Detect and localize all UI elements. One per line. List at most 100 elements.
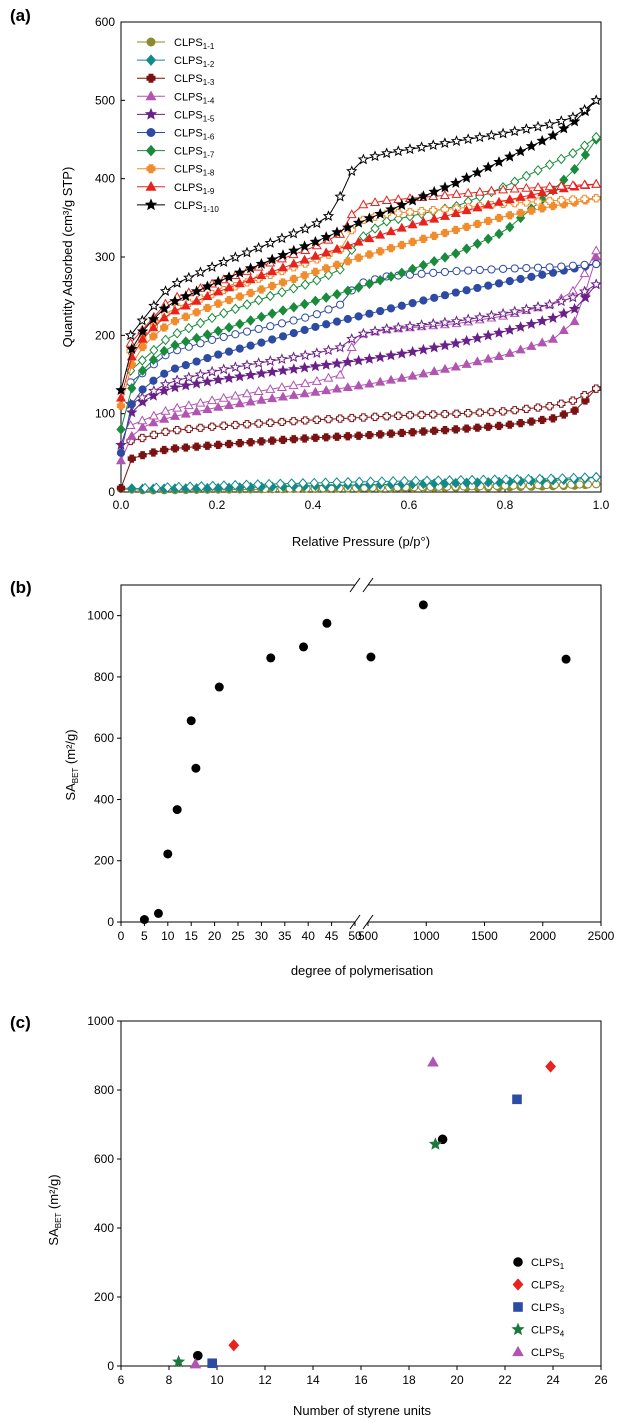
panel-a-data-point	[568, 147, 578, 159]
panel-a-data-point	[504, 348, 515, 357]
panel-a-legend-marker	[145, 90, 157, 101]
panel-a-data-point	[369, 150, 381, 162]
panel-a-data-point	[149, 430, 158, 440]
panel-a-data-point	[439, 137, 451, 149]
panel-a-data-point	[580, 260, 589, 269]
panel-a-data-point	[461, 243, 472, 254]
panel-a-data-point	[376, 306, 385, 316]
panel-a-data-point	[370, 412, 380, 421]
panel-a-data-point	[484, 216, 493, 226]
panel-a-data-point	[422, 475, 432, 486]
panel-a-data-point	[546, 473, 556, 484]
panel-a-data-point	[493, 156, 505, 167]
panel-a-data-point	[207, 395, 218, 405]
panel-a-data-point	[174, 481, 184, 493]
panel-a-data-point	[592, 194, 601, 203]
panel-a-data-point	[482, 329, 494, 341]
panel-a-data-point	[276, 382, 287, 391]
panel-b-y-tick-label: 0	[107, 915, 114, 929]
panel-c-data-point	[193, 1350, 203, 1361]
panel-a-data-point	[116, 483, 126, 493]
panel-a-data-point	[579, 140, 590, 151]
panel-a-data-point	[591, 245, 602, 255]
panel-a-data-point	[265, 290, 275, 302]
panel-a-data-point	[202, 291, 213, 301]
panel-a-data-point	[473, 283, 482, 293]
panel-a-legend-marker	[145, 54, 157, 66]
panel-a-data-point	[159, 378, 172, 390]
panel-c-x-tick-label: 6	[118, 1373, 125, 1387]
panel-a-data-point	[246, 341, 255, 350]
panel-a-data-point	[289, 435, 298, 444]
panel-a-data-point	[312, 275, 322, 286]
panel-a-data-point	[342, 221, 354, 233]
panel-c-series-1	[193, 1134, 448, 1361]
panel-a-data-point	[471, 166, 484, 178]
panel-a-data-point	[568, 302, 581, 314]
panel-a-data-point	[235, 439, 244, 448]
panel-c-y-tick-label: 200	[94, 1290, 114, 1304]
panel-a-data-point	[268, 335, 277, 344]
panel-a-data-point	[417, 207, 426, 216]
panel-a-data-point	[322, 344, 335, 356]
panel-a-series-1-5	[115, 278, 602, 450]
panel-a-data-point	[312, 415, 321, 424]
panel-a-data-point	[396, 222, 407, 232]
panel-a-data-point	[509, 125, 521, 137]
panel-a-data-point	[332, 288, 342, 300]
panel-a-legend-marker	[146, 128, 156, 137]
panel-a-data-point	[235, 318, 245, 330]
panel-a-data-point	[185, 481, 195, 492]
panel-a-data-point	[386, 244, 396, 253]
panel-a-legend-label: CLPS1-10	[174, 200, 219, 214]
panel-a-data-point	[180, 300, 191, 310]
panel-a-data-point	[532, 120, 544, 132]
panel-a-data-point	[278, 332, 288, 341]
panel-a-data-point	[342, 382, 353, 391]
panel-a-data-point	[365, 476, 376, 487]
panel-a-data-point	[267, 308, 277, 319]
panel-a-data-point	[557, 196, 566, 205]
panel-a-data-point	[214, 299, 223, 308]
panel-a-data-point	[148, 354, 159, 366]
panel-a-data-point	[245, 315, 256, 326]
panel-a-data-point	[352, 216, 365, 228]
panel-a-data-point	[160, 323, 169, 332]
panel-a-data-point	[289, 302, 299, 313]
panel-a-data-point	[206, 365, 218, 377]
panel-a-data-point	[418, 368, 429, 378]
panel-a-data-point	[520, 303, 533, 315]
panel-a-data-point	[557, 399, 566, 408]
panel-a-data-point	[266, 418, 275, 427]
panel-c-x-tick-label: 22	[498, 1373, 512, 1387]
panel-c-x-tick-label: 16	[354, 1373, 368, 1387]
panel-a-data-point	[230, 303, 240, 315]
panel-a-data-point	[429, 366, 440, 376]
panel-a-data-point	[579, 291, 592, 303]
panel-a-data-point	[332, 432, 342, 441]
panel-a-data-point	[201, 375, 214, 387]
panel-a-data-point	[450, 337, 462, 349]
panel-a-data-point	[419, 234, 428, 244]
panel-a-data-point	[482, 161, 494, 173]
panel-a-data-point	[415, 141, 428, 153]
panel-a-data-point	[255, 367, 268, 379]
panel-b-frame-left	[120, 584, 355, 923]
panel-a-data-point	[346, 332, 358, 344]
panel-a-data-point	[460, 334, 473, 346]
panel-a-data-point	[334, 190, 346, 202]
panel-a-data-point	[386, 429, 396, 438]
panel-a-data-point	[253, 479, 263, 490]
panel-a-data-point	[170, 410, 180, 420]
panel-a-data-point	[354, 476, 364, 488]
panel-a-data-point	[126, 343, 138, 354]
panel-a-data-point	[510, 406, 519, 415]
panel-a-data-point	[497, 127, 509, 139]
panel-b-x-tick-label: 50	[348, 929, 362, 943]
panel-a-data-point	[126, 430, 137, 440]
panel-a-data-point	[418, 216, 429, 226]
panel-c-legend-label: CLPS3	[531, 1302, 565, 1316]
panel-a-data-point	[392, 145, 405, 157]
panel-a-data-point	[287, 351, 300, 363]
panel-a-data-point	[334, 341, 346, 353]
